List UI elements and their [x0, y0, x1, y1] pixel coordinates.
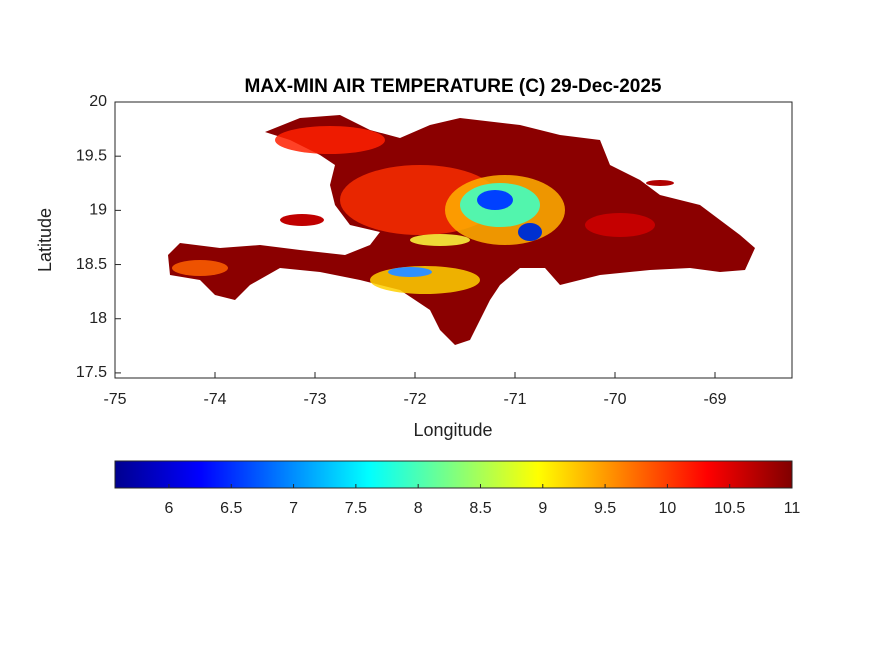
y-tick-label: 19.5 [76, 147, 107, 164]
y-tick-label: 20 [89, 93, 107, 110]
x-tick-label: -72 [403, 391, 426, 408]
terrain [477, 190, 513, 210]
x-tick-label: -71 [503, 391, 526, 408]
x-tick-label: -70 [603, 391, 626, 408]
gonave-island [280, 214, 324, 226]
colorbar-tick-label: 9.5 [594, 500, 616, 517]
x-tick-label: -73 [303, 391, 326, 408]
map-field [168, 115, 755, 345]
y-tick-label: 18.5 [76, 256, 107, 273]
y-axis-label: Latitude [35, 208, 55, 272]
terrain [275, 126, 385, 154]
y-tick-label: 19 [89, 202, 107, 219]
colorbar-tick-label: 7.5 [345, 500, 367, 517]
colorbar-tick-label: 8.5 [469, 500, 491, 517]
terrain [410, 234, 470, 246]
x-tick-label: -69 [703, 391, 726, 408]
colorbar-tick-label: 9 [538, 500, 547, 517]
x-tick-label: -75 [103, 391, 126, 408]
colorbar-tick-label: 6.5 [220, 500, 242, 517]
x-axis-label: Longitude [413, 420, 492, 440]
colorbar-tick-label: 6 [165, 500, 174, 517]
colorbar-tick-label: 11 [784, 500, 801, 517]
colorbar-tick-label: 8 [414, 500, 423, 517]
colorbar-tick-label: 10 [658, 500, 676, 517]
terrain [388, 267, 432, 277]
x-tick-label: -74 [203, 391, 226, 408]
terrain [518, 223, 542, 241]
chart-title: MAX-MIN AIR TEMPERATURE (C) 29-Dec-2025 [245, 76, 662, 97]
colorbar-tick-label: 7 [289, 500, 298, 517]
small-island [646, 180, 674, 186]
colorbar-tick-label: 10.5 [714, 500, 745, 517]
colorbar [114, 460, 793, 489]
y-tick-label: 17.5 [76, 364, 107, 381]
y-tick-label: 18 [89, 310, 107, 327]
terrain [172, 260, 228, 276]
terrain [585, 213, 655, 237]
